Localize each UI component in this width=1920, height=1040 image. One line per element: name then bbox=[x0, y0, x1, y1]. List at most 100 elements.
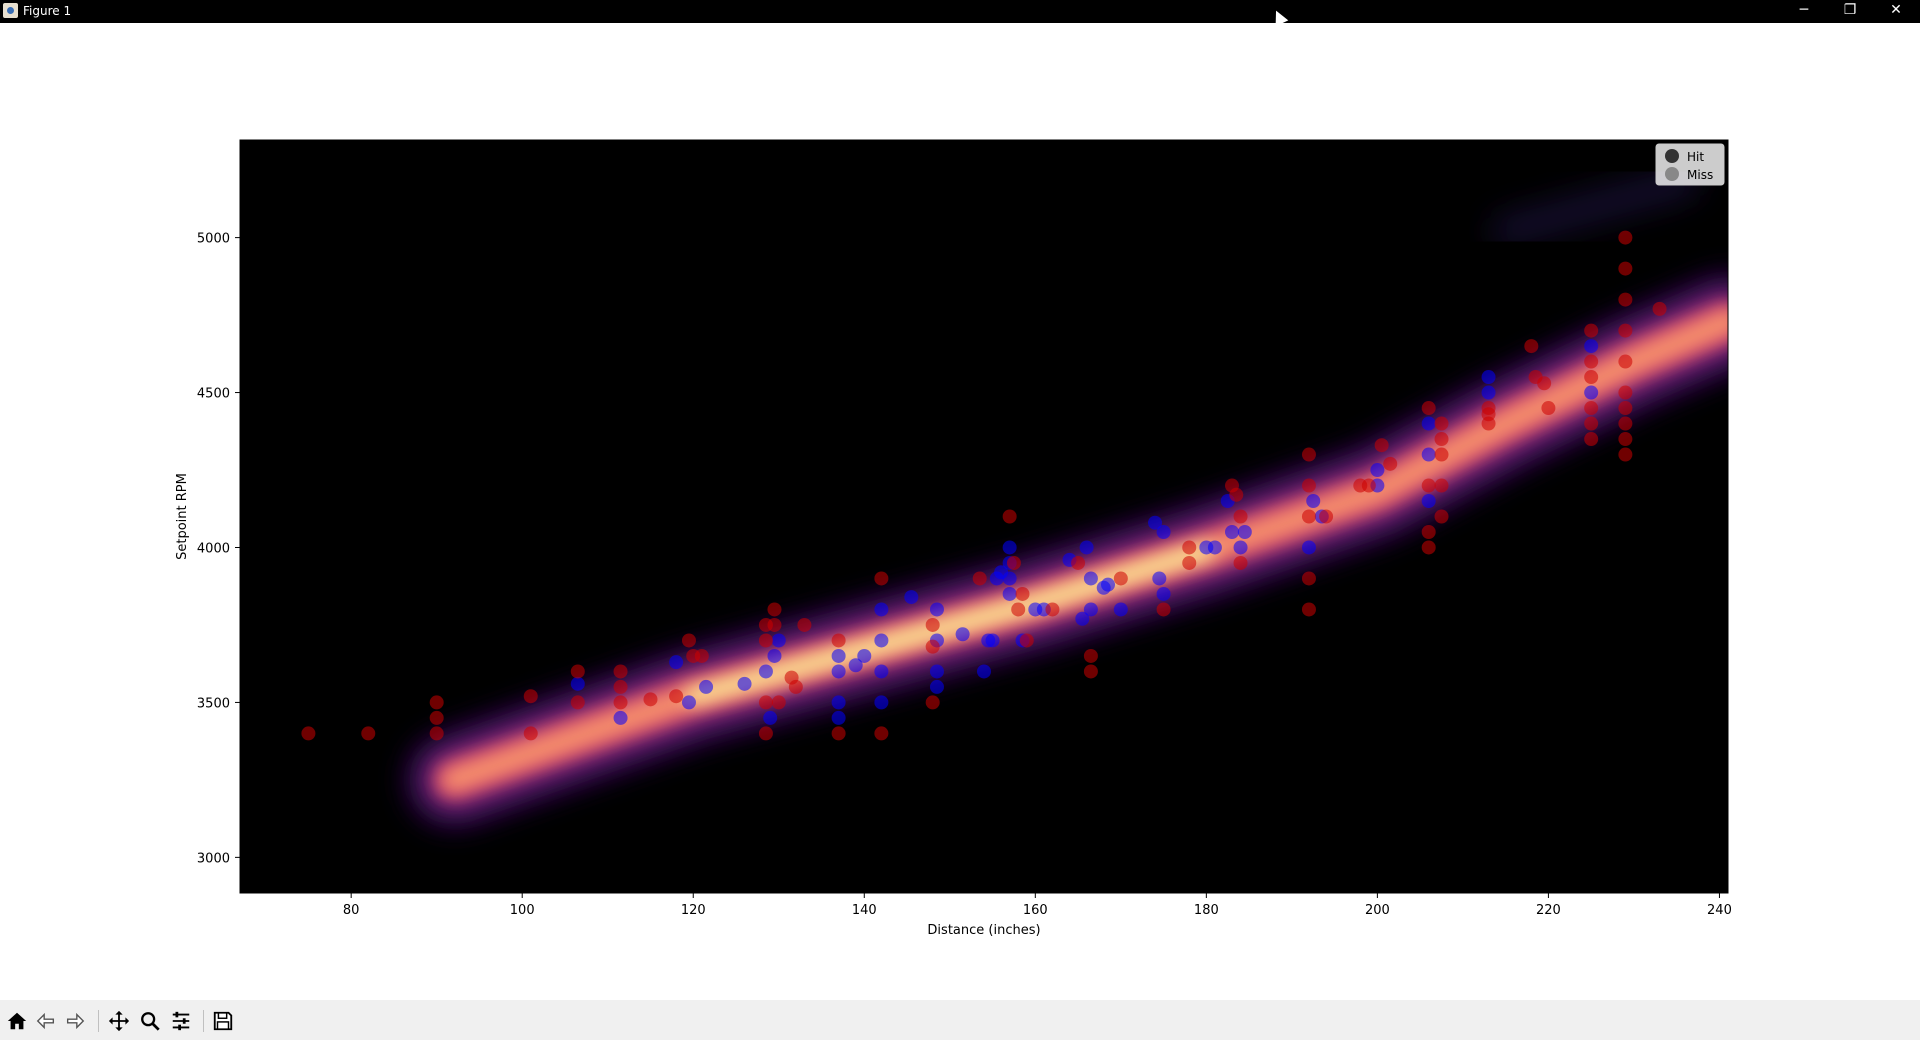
point-miss bbox=[1434, 416, 1449, 431]
point-hit bbox=[874, 633, 889, 648]
point-miss bbox=[1618, 432, 1633, 447]
point-miss bbox=[1421, 540, 1436, 555]
axes-frame bbox=[239, 139, 1729, 894]
scatter-points bbox=[301, 230, 1667, 741]
y-tick-label: 3000 bbox=[197, 851, 230, 866]
legend-label: Hit bbox=[1687, 150, 1704, 164]
point-hit bbox=[929, 664, 944, 679]
point-miss bbox=[1374, 438, 1389, 453]
point-hit bbox=[1301, 540, 1316, 555]
legend-label: Miss bbox=[1687, 168, 1713, 182]
point-miss bbox=[613, 695, 628, 710]
point-miss bbox=[1618, 261, 1633, 276]
window-title: Figure 1 bbox=[23, 4, 72, 18]
point-hit bbox=[681, 695, 696, 710]
toolbar-separator bbox=[203, 1010, 204, 1032]
point-hit bbox=[1156, 524, 1171, 539]
legend-marker bbox=[1665, 149, 1679, 163]
point-miss bbox=[613, 664, 628, 679]
home-button[interactable] bbox=[4, 1008, 30, 1034]
x-tick-label: 140 bbox=[852, 903, 877, 918]
point-miss bbox=[1618, 447, 1633, 462]
y-tick-label: 4500 bbox=[197, 387, 230, 402]
point-miss bbox=[1421, 478, 1436, 493]
point-miss bbox=[972, 571, 987, 586]
point-miss bbox=[1229, 487, 1244, 502]
point-hit bbox=[874, 602, 889, 617]
point-hit bbox=[985, 633, 1000, 648]
density-tail bbox=[1490, 166, 1701, 247]
configure-subplots-button[interactable] bbox=[168, 1008, 194, 1034]
series-miss bbox=[301, 230, 1667, 741]
sliders-icon bbox=[172, 1011, 190, 1031]
window-titlebar: Figure 1 ─ ❐ ✕ bbox=[0, 0, 1920, 23]
point-hit bbox=[874, 695, 889, 710]
point-miss bbox=[1434, 509, 1449, 524]
y-tick-label: 3500 bbox=[197, 696, 230, 711]
point-miss bbox=[570, 695, 585, 710]
close-button[interactable]: ✕ bbox=[1890, 2, 1902, 18]
point-miss bbox=[429, 726, 444, 741]
point-miss bbox=[570, 664, 585, 679]
point-hit bbox=[737, 676, 752, 691]
point-hit bbox=[1481, 370, 1496, 385]
point-hit bbox=[1083, 602, 1098, 617]
legend-marker bbox=[1665, 167, 1679, 181]
y-tick-label: 4000 bbox=[197, 541, 230, 556]
forward-button[interactable] bbox=[62, 1008, 88, 1034]
point-miss bbox=[1537, 376, 1552, 391]
point-miss bbox=[1301, 571, 1316, 586]
point-miss bbox=[1083, 648, 1098, 663]
maximize-button[interactable]: ❐ bbox=[1843, 2, 1857, 18]
point-hit bbox=[1002, 540, 1017, 555]
point-miss bbox=[1015, 586, 1030, 601]
x-tick-label: 80 bbox=[343, 903, 360, 918]
pan-button[interactable] bbox=[106, 1008, 132, 1034]
point-hit bbox=[1207, 540, 1222, 555]
point-miss bbox=[1584, 354, 1599, 369]
point-miss bbox=[1584, 370, 1599, 385]
point-miss bbox=[1011, 602, 1026, 617]
point-miss bbox=[1434, 447, 1449, 462]
save-button[interactable] bbox=[210, 1008, 236, 1034]
point-hit bbox=[874, 664, 889, 679]
point-hit bbox=[1225, 524, 1239, 539]
app-icon bbox=[3, 3, 18, 18]
point-miss bbox=[361, 726, 376, 741]
x-tick-label: 100 bbox=[510, 903, 535, 918]
point-miss bbox=[1383, 456, 1398, 471]
point-miss bbox=[1618, 401, 1633, 416]
point-miss bbox=[1233, 509, 1248, 524]
point-miss bbox=[758, 695, 773, 710]
point-miss bbox=[523, 726, 538, 741]
point-miss bbox=[874, 726, 889, 741]
point-miss bbox=[1618, 292, 1633, 307]
point-hit bbox=[613, 710, 628, 725]
magnifier-icon bbox=[141, 1012, 160, 1031]
x-tick-label: 180 bbox=[1194, 903, 1219, 918]
back-button[interactable] bbox=[33, 1008, 59, 1034]
point-miss bbox=[523, 689, 538, 704]
point-hit bbox=[1002, 571, 1017, 586]
point-miss bbox=[1361, 478, 1376, 493]
point-miss bbox=[301, 726, 316, 741]
point-miss bbox=[1524, 339, 1539, 354]
chart[interactable]: 80 100 120 140 160 180 200 220 240 3000 3500 4000 45… bbox=[0, 23, 1920, 999]
point-miss bbox=[1421, 401, 1436, 416]
x-tick-label: 220 bbox=[1536, 903, 1561, 918]
point-hit bbox=[904, 590, 919, 605]
minimize-button[interactable]: ─ bbox=[1799, 2, 1809, 18]
arrow-right-icon bbox=[66, 1012, 85, 1030]
zoom-button[interactable] bbox=[137, 1008, 163, 1034]
point-hit bbox=[831, 710, 846, 725]
point-hit bbox=[1306, 494, 1321, 509]
point-hit bbox=[929, 679, 944, 694]
point-miss bbox=[788, 679, 803, 694]
point-miss bbox=[1584, 432, 1599, 447]
point-miss bbox=[1182, 555, 1197, 570]
point-hit bbox=[1421, 494, 1436, 509]
point-hit bbox=[848, 658, 863, 673]
point-hit bbox=[763, 710, 778, 725]
point-miss bbox=[1045, 602, 1060, 617]
point-hit bbox=[1370, 463, 1385, 478]
